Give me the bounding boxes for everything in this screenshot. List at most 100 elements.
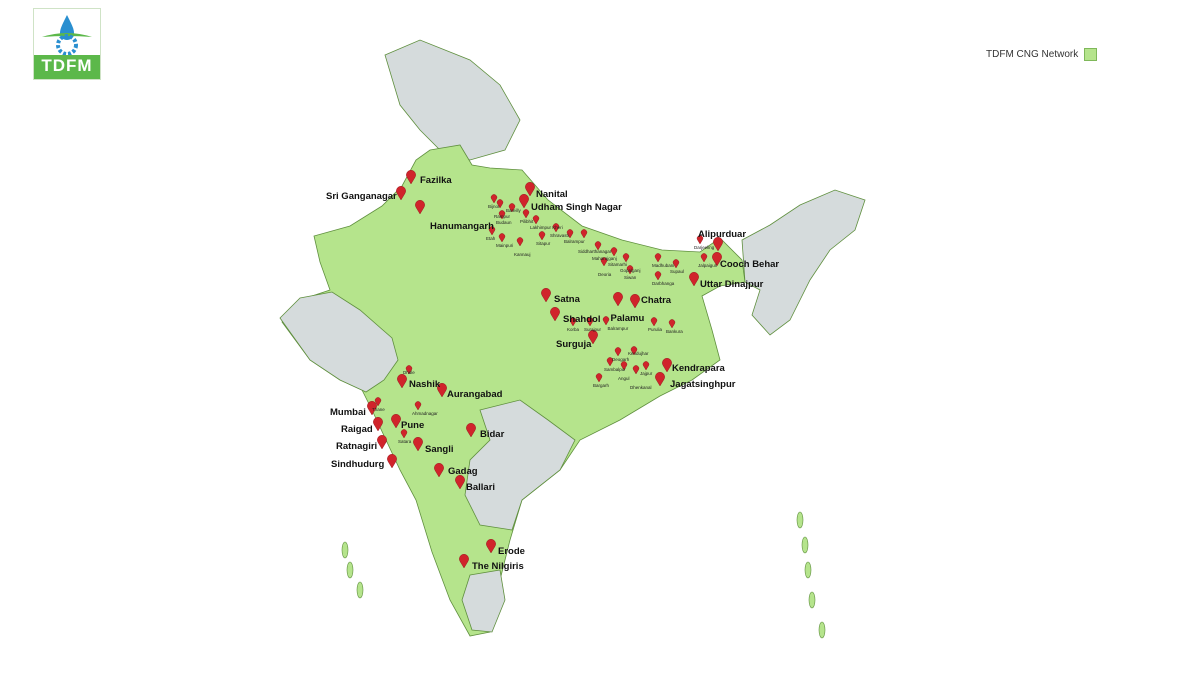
location-pin-icon[interactable] — [519, 194, 529, 209]
location-pin-icon[interactable] — [650, 317, 658, 327]
location-pin-icon[interactable] — [405, 365, 413, 375]
location-pin-icon[interactable] — [569, 317, 577, 327]
location-label-small: Lakhimpur Kheri — [530, 225, 563, 230]
location-pin-icon[interactable] — [552, 223, 560, 233]
location-label-small: Madhubani — [652, 263, 674, 268]
location-pin-icon[interactable] — [455, 475, 465, 490]
location-pin-icon[interactable] — [566, 229, 574, 239]
location-label: Alipurduar — [698, 229, 746, 240]
location-label-small: Satara — [398, 439, 412, 444]
location-pin-icon[interactable] — [373, 417, 383, 432]
location-pin-icon[interactable] — [488, 226, 496, 236]
location-pin-icon[interactable] — [522, 209, 530, 219]
location-pin-icon[interactable] — [387, 454, 397, 469]
location-label-small: Supaul — [670, 269, 684, 274]
location-label: Fazilka — [420, 175, 452, 186]
location-label: Aurangabad — [447, 389, 503, 400]
location-pin-icon[interactable] — [588, 330, 598, 345]
location-pin-icon[interactable] — [459, 554, 469, 569]
location-pin-icon[interactable] — [654, 253, 662, 263]
location-label-small: Korba — [567, 327, 580, 332]
location-pin-icon[interactable] — [400, 429, 408, 439]
location-pin-icon[interactable] — [610, 247, 618, 257]
location-label: Cooch Behar — [720, 259, 779, 270]
location-label: Satna — [554, 294, 581, 305]
location-pin-icon[interactable] — [434, 463, 444, 478]
location-label-small: Bargarh — [593, 383, 610, 388]
location-pin-icon[interactable] — [655, 372, 665, 387]
island — [801, 536, 809, 554]
location-pin-icon[interactable] — [498, 233, 506, 243]
location-pin-icon[interactable] — [490, 194, 498, 204]
location-pin-icon[interactable] — [602, 316, 610, 326]
location-pin-icon[interactable] — [713, 237, 723, 252]
location-pin-icon[interactable] — [397, 374, 407, 389]
location-pin-icon[interactable] — [466, 423, 476, 438]
location-label-small: Rampur — [494, 214, 511, 219]
location-pin-icon[interactable] — [550, 307, 560, 322]
location-pin-icon[interactable] — [595, 373, 603, 383]
location-pin-icon[interactable] — [620, 361, 628, 371]
location-pin-icon[interactable] — [377, 435, 387, 450]
location-pin-icon[interactable] — [374, 397, 382, 407]
location-pin-icon[interactable] — [413, 437, 423, 452]
location-pin-icon[interactable] — [696, 235, 704, 245]
island — [804, 561, 812, 579]
location-pin-icon[interactable] — [541, 288, 551, 303]
location-pin-icon[interactable] — [396, 186, 406, 201]
location-pin-icon[interactable] — [712, 252, 722, 267]
location-pin-icon[interactable] — [606, 357, 614, 367]
location-pin-icon[interactable] — [642, 361, 650, 371]
location-pin-icon[interactable] — [586, 317, 594, 327]
location-pin-icon[interactable] — [672, 259, 680, 269]
location-pin-icon[interactable] — [594, 241, 602, 251]
location-pin-icon[interactable] — [630, 346, 638, 356]
location-pin-icon[interactable] — [486, 539, 496, 554]
location-pin-icon[interactable] — [538, 231, 546, 241]
location-label: Erode — [498, 546, 525, 557]
region-southeast — [464, 399, 576, 531]
location-pin-icon[interactable] — [613, 292, 623, 307]
location-pin-icon[interactable] — [622, 253, 630, 263]
location-pin-icon[interactable] — [532, 215, 540, 225]
location-pin-icon[interactable] — [498, 210, 506, 220]
location-label-small: Surajpur — [584, 327, 602, 332]
location-label: Pune — [401, 420, 424, 431]
location-pin-icon[interactable] — [367, 401, 377, 416]
location-pin-icon[interactable] — [391, 414, 401, 429]
location-pin-icon[interactable] — [414, 401, 422, 411]
location-pin-icon[interactable] — [662, 358, 672, 373]
region-west — [279, 291, 399, 393]
location-pin-icon[interactable] — [626, 265, 634, 275]
location-label: Uttar Dinajpur — [700, 279, 764, 290]
location-pin-icon[interactable] — [496, 199, 504, 209]
location-pin-icon[interactable] — [415, 200, 425, 215]
location-label-small: Siddharthanagar — [578, 249, 612, 254]
location-label: Udham Singh Nagar — [531, 202, 622, 213]
location-pin-icon[interactable] — [580, 229, 588, 239]
location-label: Sangli — [425, 444, 454, 455]
location-label: Jagatsinghpur — [670, 379, 736, 390]
location-label-small: Kendujhar — [628, 351, 649, 356]
location-pin-icon[interactable] — [632, 365, 640, 375]
location-pin-icon[interactable] — [600, 257, 608, 267]
location-pin-icon[interactable] — [508, 203, 516, 213]
legend: TDFM CNG Network — [986, 48, 1098, 61]
location-label-small: Siwan — [624, 275, 637, 280]
logo-emblem-icon — [42, 15, 92, 56]
location-pin-icon[interactable] — [668, 319, 676, 329]
location-pin-icon[interactable] — [700, 253, 708, 263]
location-label-small: Purulia — [648, 327, 663, 332]
location-pin-icon[interactable] — [689, 272, 699, 287]
location-label-small: Darbhanga — [652, 281, 675, 286]
location-pin-icon[interactable] — [406, 170, 416, 185]
island — [346, 561, 354, 579]
location-label-small: Budaun — [496, 220, 512, 225]
location-pin-icon[interactable] — [654, 271, 662, 281]
location-pin-icon[interactable] — [614, 347, 622, 357]
island — [356, 581, 364, 599]
location-pin-icon[interactable] — [516, 237, 524, 247]
location-pin-icon[interactable] — [437, 383, 447, 398]
location-pin-icon[interactable] — [630, 294, 640, 309]
location-pin-icon[interactable] — [525, 182, 535, 197]
